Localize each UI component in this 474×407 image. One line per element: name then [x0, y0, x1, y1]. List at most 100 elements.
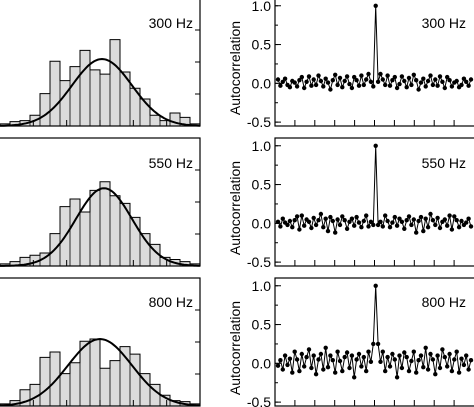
autocorrelation-point [380, 77, 385, 82]
autocorrelation-point [461, 362, 467, 368]
autocorrelation-point [378, 359, 383, 364]
autocorrelation-point [380, 349, 385, 354]
autocorrelation-point [459, 356, 464, 361]
autocorrelation-point [421, 228, 426, 234]
autocorrelation-point [411, 72, 416, 78]
autocorrelation-point [356, 220, 362, 225]
autocorrelation-point [466, 83, 471, 88]
autocorrelation-point [411, 217, 416, 222]
autocorrelation-point [371, 341, 376, 347]
autocorrelation-point [399, 74, 405, 79]
autocorrelation-point [366, 224, 371, 229]
autocorrelation-yticks-300hz: 1.0 0.5 0.0 -0.5 [247, 0, 455, 130]
autocorrelation-point [352, 375, 357, 380]
histogram-bar [80, 341, 90, 406]
autocorrelation-point [404, 218, 409, 223]
histogram-outline [0, 39, 201, 126]
autocorrelation-point [335, 349, 340, 354]
autocorrelation-point [399, 219, 405, 224]
autocorrelation-point [454, 78, 459, 84]
autocorrelation-point [280, 216, 285, 221]
autocorrelation-point [337, 358, 343, 364]
y-tick-label: -0.5 [247, 114, 271, 130]
autocorrelation-point [275, 363, 281, 368]
autocorrelation-point [330, 78, 335, 83]
y-axis-title-550hz: Autocorrelation [227, 161, 243, 255]
autocorrelation-point [456, 370, 462, 375]
autocorrelation-point [425, 225, 431, 230]
autocorrelation-point [435, 83, 440, 88]
autocorrelation-point [318, 351, 324, 357]
autocorrelation-point [344, 350, 350, 355]
autocorrelation-point [337, 75, 343, 81]
autocorrelation-point [442, 85, 447, 91]
autocorrelation-point [397, 81, 402, 87]
autocorrelation-point [418, 353, 424, 358]
autocorrelation-point [442, 354, 447, 360]
autocorrelation-point [318, 211, 324, 217]
autocorrelation-point [294, 84, 300, 89]
autocorrelation-frame-300hz [274, 0, 474, 127]
histogram-bar [120, 72, 130, 126]
autocorrelation-point [306, 347, 312, 352]
autocorrelation-point [297, 368, 302, 374]
autocorrelation-panel-550hz: 1.0 0.5 0.0 -0.5 Autocorrelation 550 Hz [227, 137, 474, 270]
autocorrelation-point [311, 215, 316, 221]
histogram-bar [140, 233, 150, 266]
autocorrelation-point [445, 74, 450, 80]
autocorrelation-point [437, 74, 443, 79]
autocorrelation-point [361, 82, 366, 88]
autocorrelation-series-550hz [275, 143, 474, 235]
histogram-bar [170, 400, 180, 406]
histogram-bar [40, 357, 50, 406]
autocorrelation-point [347, 219, 352, 224]
histogram-bar [130, 354, 140, 406]
autocorrelation-yticks-800hz: 1.0 0.5 0.0 -0.5 [247, 278, 455, 407]
autocorrelation-point [442, 217, 447, 222]
autocorrelation-point [392, 214, 397, 220]
autocorrelation-point [328, 353, 333, 358]
autocorrelation-point [285, 362, 290, 368]
autocorrelation-point [316, 73, 321, 78]
autocorrelation-point [423, 345, 428, 350]
autocorrelation-point [385, 73, 390, 78]
autocorrelation-point [323, 345, 328, 350]
histogram-bar [100, 74, 110, 126]
histogram-bars-550hz [0, 181, 201, 266]
autocorrelation-point [337, 222, 343, 228]
autocorrelation-point [406, 75, 412, 81]
panel-label-550hz-hist: 550 Hz [149, 155, 193, 171]
autocorrelation-point [335, 217, 340, 222]
autocorrelation-point [380, 224, 385, 229]
autocorrelation-point [414, 230, 419, 235]
autocorrelation-point [328, 214, 333, 220]
autocorrelation-point [368, 219, 374, 224]
autocorrelation-point [402, 78, 407, 84]
autocorrelation-point [399, 365, 405, 371]
histogram-bar [170, 113, 180, 126]
autocorrelation-point [354, 214, 359, 220]
histogram-bars-300hz [0, 39, 201, 127]
histogram-bar [80, 50, 90, 126]
autocorrelation-point [421, 365, 426, 370]
autocorrelation-point [342, 78, 347, 84]
autocorrelation-point [390, 78, 395, 83]
autocorrelation-series-300hz [275, 3, 474, 92]
y-tick-label: -0.5 [247, 254, 271, 270]
autocorrelation-point [387, 83, 393, 88]
autocorrelation-point [299, 213, 304, 218]
autocorrelation-point [344, 226, 350, 231]
histogram-bar [50, 352, 60, 406]
autocorrelation-point [390, 351, 395, 357]
autocorrelation-point [275, 77, 281, 82]
autocorrelation-point [280, 79, 285, 85]
autocorrelation-point [364, 213, 369, 218]
autocorrelation-point [468, 77, 474, 82]
histogram-bar [30, 384, 40, 406]
autocorrelation-point [311, 77, 316, 82]
histogram-bar [90, 339, 100, 406]
autocorrelation-point [385, 354, 390, 360]
autocorrelation-point [433, 222, 438, 228]
y-tick-label: 1.0 [252, 138, 272, 154]
